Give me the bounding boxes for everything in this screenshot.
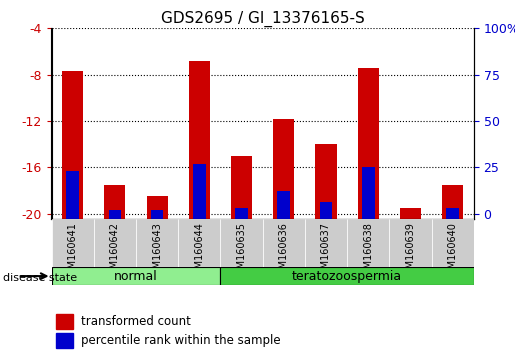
Bar <box>151 210 163 219</box>
Text: GSM160643: GSM160643 <box>152 222 162 281</box>
Text: GSM160639: GSM160639 <box>405 222 416 281</box>
Bar <box>109 210 121 219</box>
Text: teratozoospermia: teratozoospermia <box>292 270 402 282</box>
Text: GSM160644: GSM160644 <box>194 222 204 281</box>
Bar <box>273 119 294 219</box>
Bar <box>442 185 463 219</box>
Bar <box>56 314 73 329</box>
Bar <box>231 156 252 219</box>
FancyBboxPatch shape <box>136 219 178 267</box>
FancyBboxPatch shape <box>305 219 347 267</box>
Text: GSM160642: GSM160642 <box>110 222 120 281</box>
Bar <box>357 68 379 219</box>
Text: GSM160635: GSM160635 <box>236 222 247 281</box>
Bar <box>66 171 79 219</box>
Bar <box>278 190 290 219</box>
Bar <box>62 71 83 219</box>
Title: GDS2695 / GI_13376165-S: GDS2695 / GI_13376165-S <box>161 11 365 27</box>
Bar <box>56 333 73 348</box>
Bar <box>320 202 332 219</box>
Text: GSM160640: GSM160640 <box>448 222 458 281</box>
Text: disease state: disease state <box>3 273 77 283</box>
FancyBboxPatch shape <box>52 267 220 285</box>
FancyBboxPatch shape <box>52 219 94 267</box>
Bar <box>315 144 336 219</box>
FancyBboxPatch shape <box>347 219 389 267</box>
Text: GSM160638: GSM160638 <box>363 222 373 281</box>
FancyBboxPatch shape <box>220 267 474 285</box>
Bar <box>188 61 210 219</box>
Text: percentile rank within the sample: percentile rank within the sample <box>81 334 281 347</box>
Text: GSM160641: GSM160641 <box>67 222 78 281</box>
FancyBboxPatch shape <box>94 219 136 267</box>
FancyBboxPatch shape <box>389 219 432 267</box>
Bar <box>146 196 167 219</box>
Text: normal: normal <box>114 270 158 282</box>
FancyBboxPatch shape <box>263 219 305 267</box>
Bar <box>235 208 248 219</box>
Text: transformed count: transformed count <box>81 315 191 328</box>
Bar <box>362 167 374 219</box>
Text: GSM160637: GSM160637 <box>321 222 331 281</box>
FancyBboxPatch shape <box>178 219 220 267</box>
Bar <box>104 185 125 219</box>
FancyBboxPatch shape <box>432 219 474 267</box>
Bar <box>400 208 421 219</box>
FancyBboxPatch shape <box>220 219 263 267</box>
Text: GSM160636: GSM160636 <box>279 222 289 281</box>
Bar <box>193 164 205 219</box>
Bar <box>447 208 459 219</box>
